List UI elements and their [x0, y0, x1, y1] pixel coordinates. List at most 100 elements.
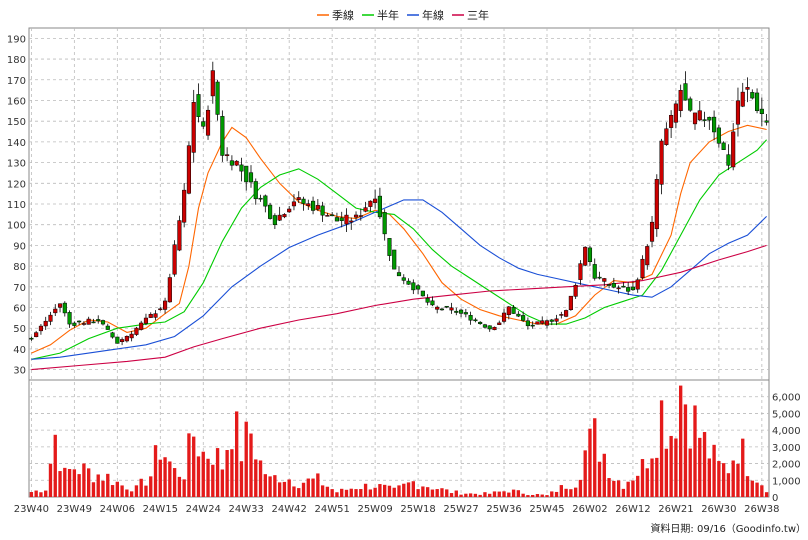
- volume-bar: [387, 485, 392, 497]
- candle-body: [626, 287, 631, 292]
- candle-body: [463, 312, 468, 315]
- volume-bar: [745, 476, 750, 497]
- candle-body: [282, 214, 287, 218]
- volume-tick-label: 3,000: [772, 443, 801, 454]
- volume-bar: [483, 492, 487, 497]
- ma-line-三年: [31, 244, 767, 371]
- volume-bar: [559, 485, 563, 497]
- moving-average-lines: [31, 124, 768, 371]
- volume-bar: [540, 494, 544, 497]
- candle-body: [540, 320, 545, 324]
- candle-body: [38, 325, 43, 332]
- volume-bar: [196, 456, 201, 497]
- candle-body: [306, 203, 311, 206]
- volume-bar: [755, 482, 759, 497]
- candle-body: [296, 197, 301, 200]
- candle-body: [301, 198, 306, 204]
- volume-bar: [287, 479, 291, 497]
- volume-bar: [91, 482, 96, 497]
- candle-body: [110, 332, 115, 338]
- candle-body: [201, 121, 206, 127]
- candle-body: [158, 308, 163, 311]
- volume-bar: [731, 460, 735, 497]
- candle-body: [664, 128, 669, 145]
- volume-bar: [39, 492, 43, 497]
- candle-body: [353, 214, 359, 218]
- candle-body: [607, 284, 612, 286]
- volume-bar: [354, 489, 358, 497]
- candle-body: [468, 315, 473, 321]
- ma-line-季線: [31, 124, 767, 354]
- candle-body: [253, 181, 258, 200]
- candle-body: [124, 335, 129, 342]
- volume-bar: [297, 488, 301, 497]
- volume-bar: [192, 436, 196, 497]
- x-tick-label: 25W27: [443, 504, 478, 515]
- candle-body: [277, 214, 282, 221]
- candle-body: [392, 249, 397, 270]
- volume-bar: [335, 492, 339, 497]
- volume-bar: [359, 489, 363, 497]
- candle-body: [425, 297, 430, 303]
- candle-body: [716, 127, 721, 144]
- volume-bar: [554, 491, 559, 497]
- price-tick-label: 140: [7, 138, 26, 149]
- candle-body: [153, 313, 158, 318]
- volume-bar: [153, 445, 158, 497]
- price-panel: [28, 27, 770, 381]
- volume-bar: [636, 475, 640, 497]
- volume-bar: [564, 488, 568, 497]
- candle-body: [487, 325, 492, 330]
- candle-body: [268, 204, 273, 219]
- volume-bar: [573, 487, 578, 497]
- candle-body: [755, 92, 760, 111]
- volume-bar: [402, 483, 406, 497]
- price-tick-label: 160: [7, 96, 26, 107]
- volume-bar: [144, 485, 148, 497]
- ma-line-半年: [31, 139, 768, 360]
- candle-body: [377, 195, 382, 218]
- volume-bar: [526, 495, 530, 497]
- candle-body: [745, 87, 750, 90]
- candle-body: [311, 200, 316, 211]
- volume-bar: [721, 463, 726, 497]
- candle-body: [449, 307, 454, 311]
- candle-body: [172, 244, 177, 275]
- volume-bar: [277, 482, 282, 497]
- candle-body: [62, 302, 67, 314]
- volume-bar: [750, 480, 754, 497]
- volume-bar: [411, 481, 415, 497]
- volume-bar: [521, 493, 525, 497]
- volume-tick-label: 1,000: [772, 476, 801, 487]
- candle-body: [291, 201, 297, 207]
- candle-body: [411, 282, 416, 291]
- candle-body: [406, 280, 411, 285]
- volume-bar: [254, 459, 258, 497]
- grid: [29, 28, 769, 497]
- candle-body: [573, 284, 578, 297]
- candle-body: [712, 116, 717, 133]
- volume-bar: [597, 461, 602, 497]
- volume-bar: [373, 487, 377, 497]
- volume-bar: [626, 481, 630, 497]
- volume-bar: [149, 476, 153, 497]
- candle-body: [630, 286, 635, 291]
- candle-body: [234, 160, 239, 166]
- volume-bar: [201, 451, 205, 497]
- candle-body: [244, 165, 249, 183]
- volume-bar: [168, 461, 172, 497]
- candle-body: [482, 324, 487, 328]
- volume-bar: [63, 467, 67, 497]
- candle-body: [167, 277, 172, 303]
- volume-bar: [683, 404, 688, 497]
- volume-bar: [53, 434, 57, 497]
- volume-bar: [206, 458, 210, 497]
- volume-bar: [101, 480, 105, 497]
- candle-body: [750, 92, 755, 99]
- x-tick-label: 26W38: [744, 504, 779, 515]
- volume-bar: [325, 486, 330, 497]
- volume-bar: [158, 459, 162, 497]
- volume-bar: [120, 485, 124, 497]
- price-tick-label: 180: [7, 55, 26, 66]
- volume-bar: [650, 458, 654, 497]
